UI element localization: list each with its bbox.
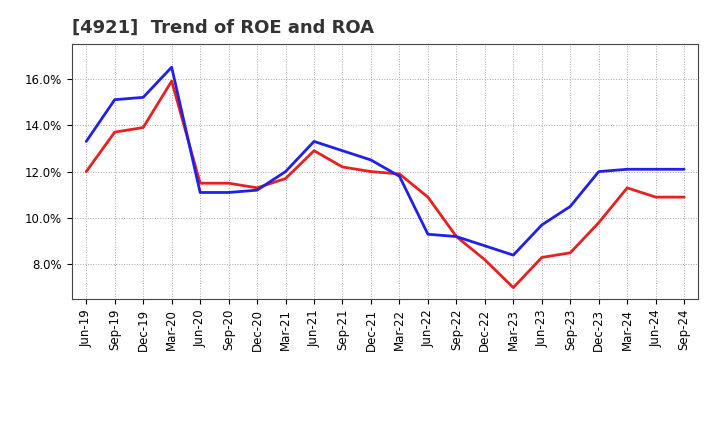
ROE bbox=[680, 194, 688, 200]
ROA bbox=[452, 234, 461, 239]
ROA bbox=[282, 169, 290, 174]
ROA bbox=[225, 190, 233, 195]
ROA bbox=[566, 204, 575, 209]
ROA bbox=[82, 139, 91, 144]
ROE bbox=[652, 194, 660, 200]
ROE bbox=[452, 234, 461, 239]
ROE bbox=[225, 180, 233, 186]
ROE bbox=[395, 171, 404, 176]
ROA bbox=[366, 158, 375, 163]
ROE bbox=[366, 169, 375, 174]
Line: ROE: ROE bbox=[86, 81, 684, 288]
ROA bbox=[110, 97, 119, 103]
ROA bbox=[537, 222, 546, 227]
ROA bbox=[595, 169, 603, 174]
ROE bbox=[167, 78, 176, 84]
ROE bbox=[537, 255, 546, 260]
ROA bbox=[196, 190, 204, 195]
ROA bbox=[623, 167, 631, 172]
ROA bbox=[509, 253, 518, 258]
ROE bbox=[282, 176, 290, 181]
ROE bbox=[139, 125, 148, 130]
ROE bbox=[595, 220, 603, 225]
ROA bbox=[652, 167, 660, 172]
ROA bbox=[253, 187, 261, 193]
ROE bbox=[480, 257, 489, 262]
ROA bbox=[167, 65, 176, 70]
Text: [4921]  Trend of ROE and ROA: [4921] Trend of ROE and ROA bbox=[72, 19, 374, 37]
ROE bbox=[82, 169, 91, 174]
ROA bbox=[395, 174, 404, 179]
ROE bbox=[623, 185, 631, 191]
ROA bbox=[338, 148, 347, 154]
ROE bbox=[110, 129, 119, 135]
ROA bbox=[680, 167, 688, 172]
ROA bbox=[423, 231, 432, 237]
ROE bbox=[310, 148, 318, 154]
Line: ROA: ROA bbox=[86, 67, 684, 255]
Legend: ROE, ROA: ROE, ROA bbox=[297, 439, 474, 440]
ROE bbox=[196, 180, 204, 186]
ROE bbox=[566, 250, 575, 256]
ROA bbox=[139, 95, 148, 100]
ROA bbox=[480, 243, 489, 249]
ROE bbox=[253, 185, 261, 191]
ROE bbox=[509, 285, 518, 290]
ROE bbox=[423, 194, 432, 200]
ROE bbox=[338, 164, 347, 169]
ROA bbox=[310, 139, 318, 144]
